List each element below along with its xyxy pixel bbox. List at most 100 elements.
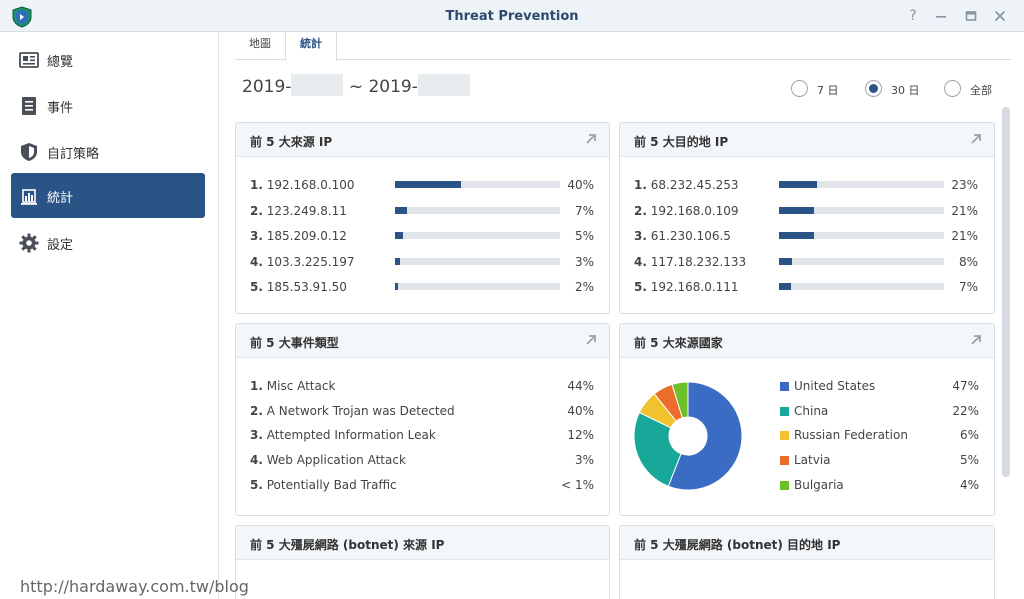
legend-country: Latvia — [794, 453, 831, 468]
legend-percent: 5% — [959, 453, 979, 468]
row-event-type: Misc Attack — [266, 379, 336, 393]
radio-30d[interactable] — [865, 80, 882, 97]
row-ip: 103.3.225.197 — [266, 254, 355, 269]
panel-title: 前 5 大事件類型 — [250, 336, 339, 350]
panel-title: 前 5 大來源 IP — [250, 135, 333, 149]
row-percent: 2% — [574, 280, 594, 294]
event-list-icon — [22, 97, 36, 115]
panel-header: 前 5 大事件類型 — [236, 324, 609, 358]
expand-arrow-icon[interactable] — [585, 334, 597, 346]
help-icon[interactable]: ? — [909, 8, 917, 24]
gear-icon — [19, 233, 39, 253]
row-percent: 5% — [574, 229, 594, 243]
legend-country: China — [794, 403, 829, 418]
sidebar-item-overview[interactable]: 總覽 — [11, 37, 205, 82]
title-bar: Threat Prevention ? — [0, 0, 1024, 32]
row-rank: 2. — [250, 403, 263, 418]
event-row: 2. A Network Trojan was Detected — [250, 404, 455, 420]
panel-title: 前 5 大來源國家 — [634, 336, 723, 350]
panel-header: 前 5 大來源 IP — [236, 123, 609, 157]
bar-fill — [779, 232, 814, 239]
panel-header: 前 5 大殭屍網路 (botnet) 來源 IP — [236, 526, 609, 560]
row-event-type: Potentially Bad Traffic — [266, 477, 397, 492]
row-ip: 192.168.0.109 — [650, 203, 739, 218]
row-rank: 5. — [250, 280, 263, 294]
row-rank: 4. — [250, 453, 263, 468]
row-percent: 44% — [567, 379, 594, 393]
bar-track — [779, 283, 944, 290]
pie-slice-china[interactable] — [633, 411, 682, 487]
row-rank: 5. — [634, 280, 647, 294]
ip-row: 3. 185.209.0.12 — [250, 229, 347, 245]
close-icon[interactable] — [990, 6, 1010, 26]
ip-row: 2. 123.249.8.11 — [250, 204, 347, 220]
minimize-icon[interactable] — [931, 6, 951, 26]
tab-bar: 地圖 統計 — [235, 32, 1011, 61]
bar-fill — [395, 206, 407, 214]
bar-fill — [779, 206, 814, 214]
redacted-date-start — [291, 74, 344, 96]
legend-percent: 47% — [952, 379, 979, 393]
tab-statistics[interactable]: 統計 — [285, 32, 337, 61]
row-ip: 123.249.8.11 — [266, 203, 347, 218]
row-percent: 23% — [951, 178, 978, 192]
row-percent: 21% — [951, 229, 978, 243]
bar-track — [395, 283, 560, 290]
radio-label: 全部 — [970, 84, 992, 97]
threat-prevention-logo-icon — [12, 6, 32, 28]
expand-arrow-icon[interactable] — [970, 334, 982, 346]
legend-swatch — [780, 406, 789, 416]
row-ip: 192.168.0.111 — [650, 280, 739, 294]
panel-title: 前 5 大殭屍網路 (botnet) 來源 IP — [250, 538, 445, 552]
row-rank: 2. — [634, 203, 647, 218]
bar-track — [395, 206, 560, 214]
legend-percent: 6% — [959, 428, 979, 443]
sidebar-item-label: 事件 — [47, 101, 74, 116]
statistics-icon — [21, 189, 37, 205]
date-separator: ~ — [348, 77, 364, 97]
row-percent: 3% — [574, 453, 594, 468]
radio-all[interactable] — [944, 80, 961, 97]
panel-top-event-types: 前 5 大事件類型 1. Misc Attack 44% 2. A Network … — [235, 323, 610, 516]
legend-country: Bulgaria — [794, 477, 844, 492]
row-rank: 4. — [250, 254, 263, 269]
bar-fill — [779, 283, 791, 290]
legend-swatch — [780, 480, 789, 490]
panel-botnet-dest-ip: 前 5 大殭屍網路 (botnet) 目的地 IP — [619, 525, 995, 599]
country-donut-chart — [633, 381, 743, 491]
expand-arrow-icon[interactable] — [970, 133, 982, 145]
ip-row: 2. 192.168.0.109 — [634, 204, 739, 220]
date-end: 2019- — [368, 77, 418, 97]
row-rank: 3. — [250, 428, 263, 443]
row-percent: 40% — [567, 178, 594, 192]
panel-header: 前 5 大來源國家 — [620, 324, 994, 358]
row-ip: 61.230.106.5 — [650, 229, 731, 243]
legend-swatch — [780, 456, 789, 466]
main-scrollbar[interactable] — [1002, 107, 1010, 477]
bar-track — [779, 206, 944, 214]
ip-row: 4. 103.3.225.197 — [250, 255, 355, 271]
expand-arrow-icon[interactable] — [585, 133, 597, 145]
legend-swatch — [780, 431, 789, 441]
sidebar-item-settings[interactable]: 設定 — [11, 220, 205, 265]
radio-7d[interactable] — [791, 80, 808, 97]
sidebar-item-label: 設定 — [47, 238, 74, 253]
sidebar-item-statistics[interactable]: 統計 — [11, 173, 205, 218]
maximize-icon[interactable] — [961, 6, 981, 26]
row-percent: 12% — [567, 428, 594, 443]
panel-top-source-ip: 前 5 大來源 IP 1. 192.168.0.100 40% 2. 123.249… — [235, 122, 610, 314]
tab-map[interactable]: 地圖 — [249, 37, 271, 50]
row-ip: 185.209.0.12 — [266, 229, 347, 243]
row-event-type: Web Application Attack — [266, 453, 406, 468]
sidebar-item-events[interactable]: 事件 — [11, 83, 205, 128]
shield-icon — [21, 143, 37, 161]
pie-slice-bulgaria[interactable] — [671, 381, 689, 419]
bar-track — [395, 181, 560, 188]
event-row: 5. Potentially Bad Traffic — [250, 478, 397, 494]
pie-slice-united-states[interactable] — [667, 381, 743, 491]
row-rank: 1. — [250, 379, 263, 393]
bar-fill — [395, 232, 404, 239]
panel-botnet-source-ip: 前 5 大殭屍網路 (botnet) 來源 IP — [235, 525, 610, 599]
bar-fill — [779, 257, 793, 265]
sidebar-item-custom-policy[interactable]: 自訂策略 — [11, 129, 205, 174]
